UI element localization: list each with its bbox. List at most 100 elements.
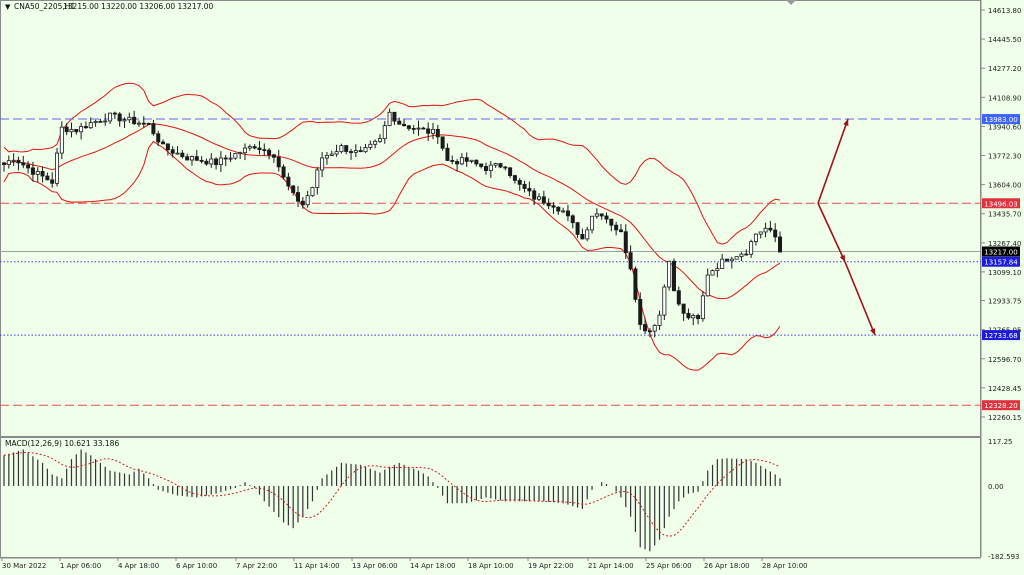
band-lower: [3, 140, 781, 371]
candle-body: [334, 151, 339, 155]
candle-body: [700, 295, 705, 320]
candle-body: [291, 185, 296, 193]
forecast-arrows[interactable]: [817, 118, 876, 336]
candle-body: [185, 156, 190, 161]
candle-body: [93, 120, 98, 124]
candle-body: [276, 156, 281, 168]
candle-body: [281, 166, 286, 178]
forecast-arrow-head: [839, 254, 845, 262]
time-tick-label: 6 Apr 10:00: [176, 562, 217, 570]
level-price-tag: [982, 114, 1020, 125]
price-tick-label: 14613.80: [988, 7, 1021, 15]
candle-body: [773, 229, 778, 238]
candle-body: [715, 268, 720, 271]
price-tick-label: 14108.90: [988, 94, 1021, 102]
candle-body: [300, 200, 305, 206]
level-price-text: 13157.84: [984, 259, 1018, 267]
candle-body: [705, 274, 710, 297]
candle-body: [753, 233, 758, 243]
candle-body: [267, 149, 272, 156]
candle-body: [614, 224, 619, 231]
level-price-labels: 13983.00 13496.03 13217.00 13157.84 12733.68…: [982, 114, 1020, 411]
candle-body: [522, 183, 527, 189]
macd-tick-label: -182.593: [988, 553, 1019, 561]
candle-body: [324, 155, 329, 159]
candle-body: [479, 163, 484, 167]
candle-body: [30, 167, 35, 175]
candle-body: [638, 298, 643, 325]
candle-body: [88, 122, 93, 129]
candle-body: [633, 268, 638, 300]
price-tick-label: 12260.15: [988, 414, 1021, 422]
candle-body: [532, 190, 537, 200]
candle-body: [421, 127, 426, 130]
time-tick-label: 14 Apr 18:00: [410, 562, 456, 570]
macd-tick-label: 117.25: [988, 438, 1013, 446]
candle-body: [594, 213, 599, 217]
candle-body: [83, 126, 88, 129]
symbol-label: CNA50_2205,H1: [14, 2, 75, 11]
candle-body: [440, 136, 445, 149]
candle-body: [411, 128, 416, 130]
candle-body: [74, 128, 79, 133]
shift-marker-icon[interactable]: [786, 0, 796, 5]
candle-body: [26, 164, 31, 169]
horizontal-levels[interactable]: [0, 118, 981, 406]
candle-body: [315, 169, 320, 188]
level-price-tag: [982, 198, 1020, 209]
candle-body: [618, 229, 623, 233]
candle-body: [180, 152, 185, 158]
forecast-arrow[interactable]: [817, 118, 849, 204]
macd-histogram: [3, 449, 781, 552]
candle-body: [59, 126, 64, 154]
candle-body: [402, 123, 407, 127]
price-tick-label: 13772.30: [988, 152, 1021, 160]
candle-body: [199, 159, 204, 162]
candle-body: [305, 195, 310, 206]
candle-body: [609, 218, 614, 226]
candle-body: [739, 253, 744, 258]
candle-body: [387, 111, 392, 126]
forecast-arrow[interactable]: [844, 261, 876, 336]
candle-body: [570, 215, 575, 224]
ohlc-header: 13215.00 13220.00 13206.00 13217.00: [63, 2, 214, 11]
time-tick-label: 13 Apr 06:00: [352, 562, 398, 570]
candle-body: [561, 210, 566, 213]
candle-body: [397, 120, 402, 125]
candle-body: [45, 175, 50, 181]
candle-body: [170, 149, 175, 154]
candle-body: [209, 158, 214, 165]
candle-body: [204, 160, 209, 165]
dropdown-arrow-icon[interactable]: ▼: [5, 3, 11, 11]
price-panel[interactable]: [0, 0, 981, 437]
time-tick-label: 30 Mar 2022: [2, 562, 46, 570]
candle-body: [122, 119, 127, 122]
candle-body: [271, 154, 276, 158]
candle-body: [676, 290, 681, 305]
time-tick-label: 21 Apr 14:00: [588, 562, 634, 570]
candle-body: [50, 179, 55, 184]
level-price-text: 12328.20: [984, 402, 1017, 410]
candle-body: [136, 122, 141, 125]
candle-body: [103, 120, 108, 123]
level-price-text: 13496.03: [984, 200, 1017, 208]
price-tick-label: 14277.20: [988, 65, 1021, 73]
candle-body: [551, 205, 556, 208]
level-price-text: 13217.00: [984, 249, 1017, 257]
candle-body: [233, 153, 238, 159]
candle-body: [512, 175, 517, 181]
time-tick-label: 25 Apr 06:00: [646, 562, 692, 570]
candle-body: [488, 164, 493, 171]
forecast-arrow[interactable]: [817, 202, 846, 263]
candle-body: [146, 122, 151, 125]
candle-body: [156, 133, 161, 143]
candle-body: [296, 192, 301, 202]
candle-body: [710, 270, 715, 276]
candle-body: [508, 167, 513, 176]
candle-body: [647, 330, 652, 333]
candle-body: [763, 227, 768, 233]
candle-body: [599, 213, 604, 217]
candle-body: [734, 256, 739, 260]
candle-body: [691, 315, 696, 319]
